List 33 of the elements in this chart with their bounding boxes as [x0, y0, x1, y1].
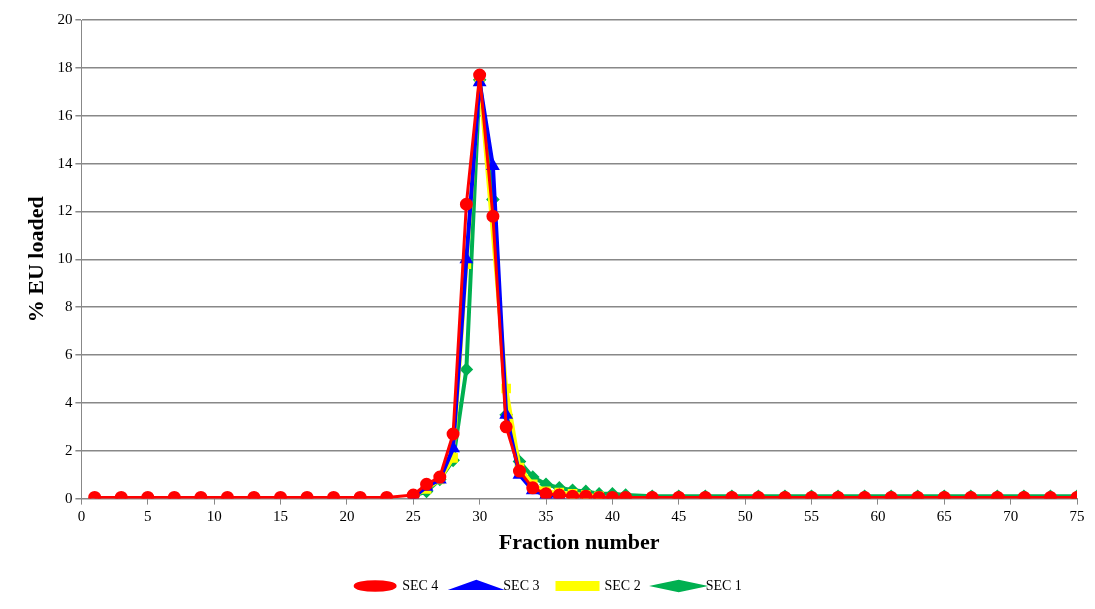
x-tick-label: 15: [273, 507, 289, 524]
y-tick-label: 8: [64, 298, 73, 315]
y-tick-label: 14: [57, 154, 73, 171]
x-tick-label: 40: [604, 507, 620, 524]
x-tick-label: 20: [339, 507, 355, 524]
x-tick-label: 50: [737, 507, 753, 524]
y-tick-label: 2: [64, 441, 73, 458]
y-tick-label: 16: [57, 106, 73, 123]
y-tick-label: 6: [64, 345, 73, 362]
y-tick-label: 18: [57, 58, 73, 75]
y-tick-label: 4: [64, 393, 73, 410]
y-axis-title: % EU loaded: [22, 196, 48, 323]
y-tick-label: 20: [57, 10, 73, 27]
y-tick-label: 12: [57, 202, 73, 219]
x-tick-label: 0: [77, 507, 86, 524]
legend-label: SEC 2: [604, 577, 641, 593]
legend-label: SEC 4: [402, 577, 439, 593]
x-tick-label: 45: [671, 507, 687, 524]
y-tick-label: 0: [64, 489, 73, 506]
x-tick-label: 60: [870, 507, 886, 524]
x-tick-label: 55: [804, 507, 820, 524]
x-tick-label: 30: [472, 507, 488, 524]
x-tick-label: 65: [936, 507, 952, 524]
x-tick-label: 25: [405, 507, 421, 524]
x-axis-title: Fraction number: [498, 529, 660, 555]
x-tick-label: 35: [538, 507, 554, 524]
x-tick-label: 10: [206, 507, 222, 524]
x-tick-label: 75: [1069, 507, 1085, 524]
y-tick-label: 10: [57, 250, 73, 267]
legend-label: SEC 1: [705, 577, 742, 593]
x-tick-label: 5: [144, 507, 152, 524]
legend-label: SEC 3: [503, 577, 540, 593]
x-tick-label: 70: [1003, 507, 1019, 524]
